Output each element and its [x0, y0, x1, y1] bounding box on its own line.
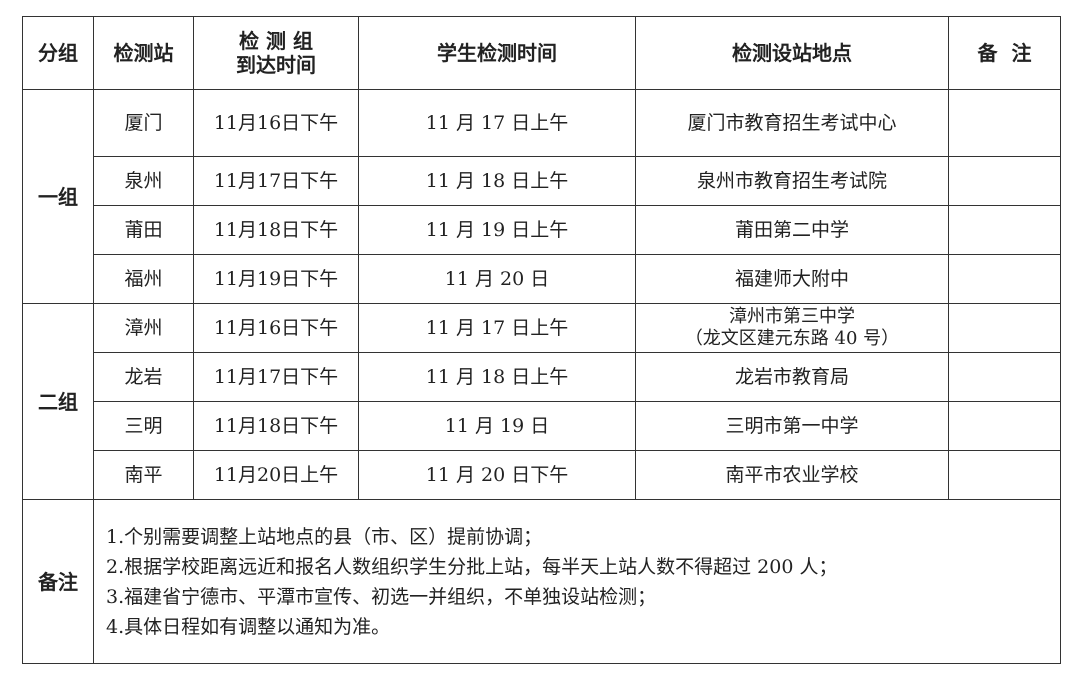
table-row: 一组 厦门 11月16日下午 11 月 17 日上午 厦门市教育招生考试中心	[22, 89, 1061, 304]
schedule-table: 分组 检测站 检 测 组 到达时间 学生检测时间 检测设站地点 备 注 一组 厦门…	[22, 16, 1061, 664]
test-time-cell: 11 月 18 日上午	[358, 156, 636, 206]
table-row: 龙岩 11月17日下午 11 月 18 日上午 龙岩市教育局	[23, 352, 1061, 402]
header-test-time: 学生检测时间	[358, 16, 636, 90]
test-time-cell: 11 月 19 日上午	[358, 205, 636, 255]
station-cell: 南平	[93, 450, 194, 500]
location-name: 漳州市第三中学	[729, 306, 855, 327]
arrival-cell: 11月16日下午	[193, 303, 359, 353]
station-cell: 龙岩	[93, 352, 194, 402]
arrival-cell: 11月20日上午	[193, 450, 359, 500]
table-row: 三明 11月18日下午 11 月 19 日三明市第一中学	[23, 401, 1061, 451]
test-time-cell: 11 月 20 日	[358, 254, 636, 304]
location-cell: 漳州市第三中学 （龙文区建元东路 40 号）	[635, 303, 949, 353]
table-row: 莆田 11月18日下午 11 月 19 日上午 莆田第二中学	[23, 205, 1061, 255]
test-time-cell: 11 月 19 日	[358, 401, 636, 451]
table-row: 南平 11月20日上午 11 月 20 日下午 南平市农业学校	[23, 450, 1061, 500]
header-group: 分组	[22, 16, 94, 90]
test-time-cell: 11 月 17 日上午	[358, 89, 636, 157]
station-cell: 泉州	[93, 156, 194, 206]
header-station: 检测站	[93, 16, 194, 90]
remark-cell	[948, 89, 1061, 157]
note-item: 1.个别需要调整上站地点的县（市、区）提前协调；	[106, 525, 543, 548]
arrival-cell: 11月16日下午	[193, 89, 359, 157]
location-cell: 南平市农业学校	[635, 450, 949, 500]
note-item: 4.具体日程如有调整以通知为准。	[106, 615, 391, 638]
location-address: （龙文区建元东路 40 号）	[684, 328, 900, 349]
location-cell: 莆田第二中学	[635, 205, 949, 255]
station-cell: 福州	[93, 254, 194, 304]
arrival-cell: 11月18日下午	[193, 205, 359, 255]
remark-cell	[948, 205, 1061, 255]
note-item: 3.福建省宁德市、平潭市宣传、初选一并组织，不单独设站检测；	[106, 585, 657, 608]
test-time-cell: 11 月 17 日上午	[358, 303, 636, 353]
header-arrival: 检 测 组 到达时间	[193, 16, 359, 90]
test-time-cell: 11 月 18 日上午	[358, 352, 636, 402]
remark-cell	[948, 450, 1061, 500]
station-cell: 厦门	[93, 89, 194, 157]
arrival-cell: 11月19日下午	[193, 254, 359, 304]
arrival-cell: 11月17日下午	[193, 156, 359, 206]
header-row: 分组 检测站 检 测 组 到达时间 学生检测时间 检测设站地点 备 注	[22, 16, 1061, 90]
remark-cell	[948, 156, 1061, 206]
location-cell: 厦门市教育招生考试中心	[635, 89, 949, 157]
remark-cell	[948, 254, 1061, 304]
remark-cell	[948, 401, 1061, 451]
table-row: 泉州 11月17日下午 11 月 18 日上午 泉州市教育招生考试院	[23, 156, 1061, 206]
remark-cell	[948, 303, 1061, 353]
location-cell: 泉州市教育招生考试院	[635, 156, 949, 206]
location-cell: 福建师大附中	[635, 254, 949, 304]
notes-row: 备注 1.个别需要调整上站地点的县（市、区）提前协调； 2.根据学校距离远近和报…	[22, 499, 1061, 664]
arrival-cell: 11月17日下午	[193, 352, 359, 402]
arrival-cell: 11月18日下午	[193, 401, 359, 451]
station-cell: 莆田	[93, 205, 194, 255]
header-location: 检测设站地点	[635, 16, 949, 90]
station-cell: 三明	[93, 401, 194, 451]
group-label: 一组	[22, 89, 94, 304]
notes-content: 1.个别需要调整上站地点的县（市、区）提前协调； 2.根据学校距离远近和报名人数…	[93, 499, 1061, 664]
group-label: 二组	[22, 303, 94, 500]
header-remark: 备 注	[948, 16, 1061, 90]
location-cell: 龙岩市教育局	[635, 352, 949, 402]
note-item: 2.根据学校距离远近和报名人数组织学生分批上站，每半天上站人数不得超过 200 …	[106, 555, 838, 578]
test-time-cell: 11 月 20 日下午	[358, 450, 636, 500]
notes-label: 备注	[22, 499, 94, 664]
location-cell: 三明市第一中学	[635, 401, 949, 451]
table-row: 福州 11月19日下午 11 月 20 日福建师大附中	[23, 254, 1061, 304]
station-cell: 漳州	[93, 303, 194, 353]
remark-cell	[948, 352, 1061, 402]
table-row: 二组 漳州 11月16日下午 11 月 17 日上午 漳州市第三中学 （龙文区建元东路 4…	[22, 303, 1061, 500]
